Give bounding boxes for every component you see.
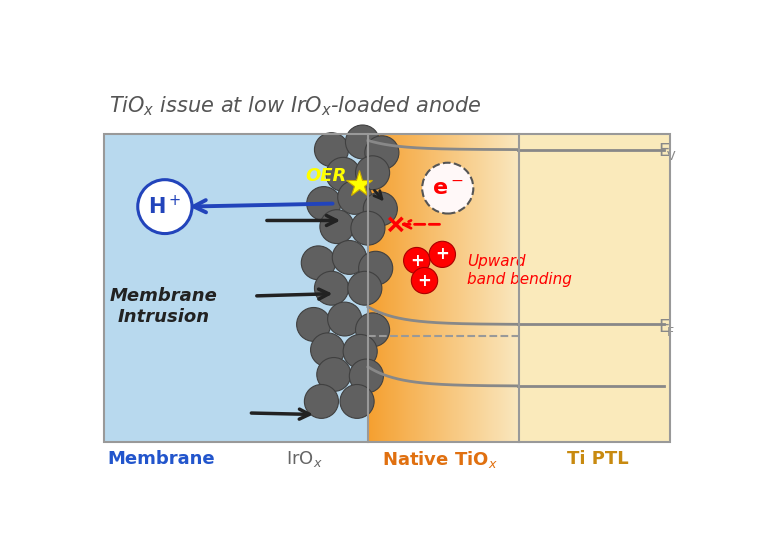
Circle shape bbox=[304, 384, 339, 418]
Text: E: E bbox=[658, 318, 670, 336]
Circle shape bbox=[412, 268, 438, 294]
Text: Membrane: Membrane bbox=[107, 450, 215, 468]
Circle shape bbox=[403, 248, 430, 274]
Text: H$^+$: H$^+$ bbox=[148, 195, 181, 218]
Circle shape bbox=[314, 271, 349, 305]
Circle shape bbox=[333, 240, 366, 274]
Text: OER: OER bbox=[305, 167, 347, 185]
Circle shape bbox=[429, 242, 456, 268]
Circle shape bbox=[351, 211, 385, 245]
Text: +: + bbox=[410, 252, 424, 269]
Circle shape bbox=[355, 313, 390, 347]
Text: F: F bbox=[667, 326, 674, 338]
Circle shape bbox=[138, 179, 192, 234]
Circle shape bbox=[320, 210, 354, 244]
Text: $TiO_x$ issue at low $IrO_x$-loaded anode: $TiO_x$ issue at low $IrO_x$-loaded anod… bbox=[109, 95, 482, 119]
FancyBboxPatch shape bbox=[519, 134, 670, 442]
Text: +: + bbox=[418, 271, 431, 290]
Circle shape bbox=[365, 136, 399, 170]
Text: e$^-$: e$^-$ bbox=[432, 178, 463, 198]
Text: E: E bbox=[658, 142, 670, 160]
Circle shape bbox=[307, 187, 341, 220]
Text: IrO$_x$: IrO$_x$ bbox=[286, 449, 323, 469]
Circle shape bbox=[422, 163, 473, 213]
Circle shape bbox=[301, 246, 336, 280]
Text: Native TiO$_x$: Native TiO$_x$ bbox=[382, 449, 498, 470]
Circle shape bbox=[349, 359, 384, 393]
Text: Ti PTL: Ti PTL bbox=[566, 450, 628, 468]
Text: Upward
band bending: Upward band bending bbox=[467, 254, 572, 287]
Circle shape bbox=[297, 307, 331, 341]
Circle shape bbox=[326, 157, 360, 191]
Text: +: + bbox=[435, 245, 449, 263]
Circle shape bbox=[338, 181, 372, 214]
Circle shape bbox=[314, 133, 349, 167]
Circle shape bbox=[358, 252, 393, 285]
Circle shape bbox=[328, 302, 361, 336]
Circle shape bbox=[355, 156, 390, 189]
Circle shape bbox=[310, 333, 345, 367]
Circle shape bbox=[363, 192, 397, 226]
Text: Membrane
Intrusion: Membrane Intrusion bbox=[110, 288, 217, 326]
FancyBboxPatch shape bbox=[104, 134, 368, 442]
Text: V: V bbox=[667, 150, 676, 163]
Circle shape bbox=[343, 335, 377, 368]
Circle shape bbox=[345, 125, 380, 159]
Circle shape bbox=[317, 357, 351, 392]
Circle shape bbox=[348, 271, 382, 305]
Circle shape bbox=[340, 384, 374, 418]
